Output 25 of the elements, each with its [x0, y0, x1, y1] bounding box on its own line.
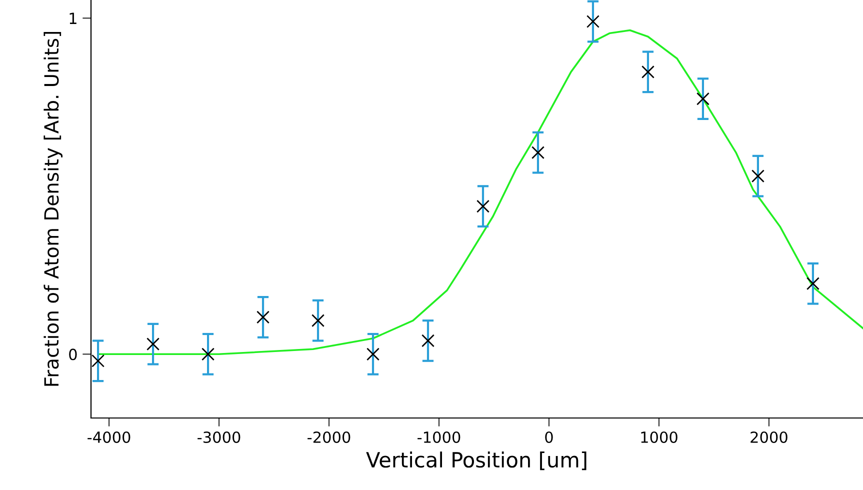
line-series	[97, 29, 863, 356]
y-tick-label: 1	[70, 12, 76, 24]
point	[366, 348, 380, 361]
point	[421, 334, 435, 348]
point	[256, 310, 270, 324]
point	[92, 354, 105, 368]
point	[641, 65, 654, 78]
point	[202, 348, 215, 361]
y-axis-title: Fraction of Atom Density [Arb. Units]	[44, 32, 63, 386]
x-tick-label: -4000	[88, 431, 130, 444]
x-axis-title: Vertical Position [um]	[366, 452, 586, 470]
x-tick-label: -3000	[198, 431, 240, 444]
point	[696, 92, 710, 106]
x-tick-label: 2000	[750, 431, 788, 444]
x-tick-label: 0	[545, 431, 553, 444]
point	[146, 338, 160, 351]
point	[751, 170, 764, 183]
x-tick-label: 1000	[641, 431, 678, 444]
point	[586, 15, 600, 28]
point	[531, 146, 544, 160]
point	[476, 200, 490, 213]
x-tick-label: -1000	[418, 431, 460, 444]
point	[806, 277, 820, 290]
x-tick-label: -2000	[308, 431, 350, 444]
point	[312, 314, 325, 328]
